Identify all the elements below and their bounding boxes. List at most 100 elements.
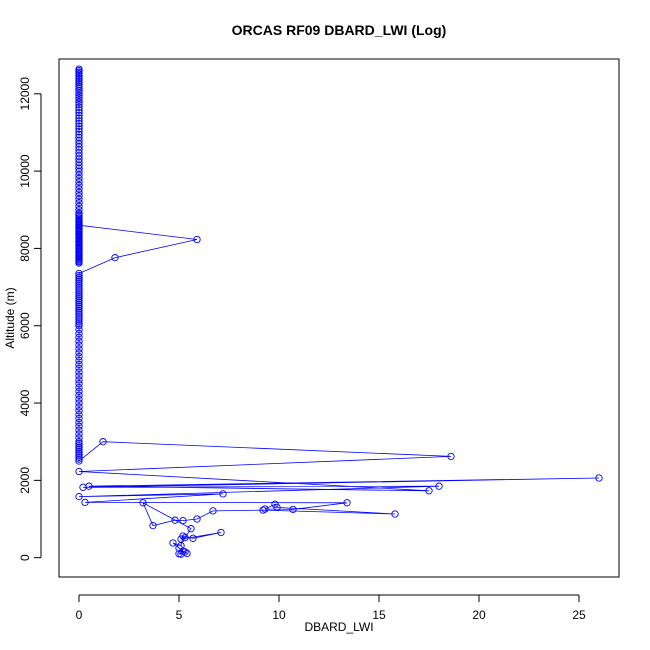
x-tick-label: 0 — [76, 608, 83, 622]
data-point — [75, 345, 83, 353]
data-point — [75, 353, 83, 361]
data-point — [75, 96, 83, 104]
data-point — [177, 550, 185, 558]
data-point — [75, 94, 83, 102]
data-point — [75, 275, 83, 283]
data-point — [75, 289, 83, 297]
data-point — [75, 167, 83, 176]
data-point — [75, 283, 83, 291]
data-point — [75, 422, 83, 430]
data-point — [189, 534, 197, 542]
data-point — [75, 434, 83, 442]
data-point — [75, 447, 83, 456]
data-point — [75, 89, 83, 97]
data-point — [75, 302, 83, 311]
data-point — [75, 308, 83, 316]
data-point — [75, 259, 83, 267]
data-point — [75, 356, 83, 365]
y-axis: 0 2000 4000 6000 8000 10000 12000 — [18, 77, 42, 561]
data-point — [75, 360, 83, 369]
data-point — [75, 318, 83, 326]
series-line — [78, 69, 600, 555]
data-point — [75, 91, 83, 99]
data-point — [75, 410, 83, 419]
data-point — [75, 98, 83, 106]
data-point — [75, 128, 83, 136]
data-point — [75, 337, 83, 345]
data-point — [193, 235, 201, 244]
data-point — [435, 482, 443, 490]
data-point — [75, 314, 83, 322]
data-point — [75, 333, 83, 341]
data-point — [171, 516, 179, 524]
data-point — [391, 510, 399, 518]
data-point — [75, 395, 83, 403]
data-point — [75, 78, 83, 87]
data-point — [75, 103, 83, 111]
data-point — [75, 281, 83, 289]
data-point — [273, 503, 281, 512]
data-point — [75, 119, 83, 128]
data-point — [75, 279, 83, 287]
data-point — [75, 70, 83, 78]
data-point — [75, 451, 83, 459]
data-point — [447, 452, 455, 461]
data-point — [75, 109, 83, 117]
data-point — [75, 287, 83, 295]
data-point — [75, 372, 83, 380]
data-point — [75, 455, 83, 463]
data-point — [75, 188, 83, 197]
data-point — [75, 202, 83, 210]
data-point — [181, 533, 189, 542]
data-point — [75, 316, 83, 324]
data-point — [75, 391, 83, 399]
data-point — [75, 111, 83, 120]
data-point — [193, 515, 201, 523]
data-point — [75, 300, 83, 309]
x-tick-label: 5 — [176, 608, 183, 622]
series-layer — [75, 65, 603, 558]
data-point — [75, 295, 83, 303]
data-point — [75, 439, 83, 448]
y-tick-label: 0 — [18, 554, 32, 561]
data-point — [169, 539, 177, 547]
data-point — [209, 507, 217, 515]
y-tick-label: 2000 — [18, 467, 32, 494]
data-point — [187, 525, 195, 533]
x-tick-label: 25 — [572, 608, 586, 622]
data-point — [179, 516, 187, 525]
data-point — [75, 449, 83, 457]
data-point — [75, 117, 83, 125]
data-point — [75, 185, 83, 193]
data-point — [75, 312, 83, 320]
data-point — [75, 291, 83, 299]
data-point — [75, 192, 83, 200]
data-point — [75, 75, 83, 83]
data-point — [75, 122, 83, 130]
data-point — [75, 383, 83, 392]
data-point — [75, 426, 83, 434]
data-point — [75, 407, 83, 415]
data-point — [75, 114, 83, 122]
data-point — [75, 277, 83, 285]
data-point — [75, 380, 83, 388]
data-point — [75, 199, 83, 207]
data-point — [217, 528, 225, 537]
data-point — [75, 298, 83, 307]
data-point — [75, 100, 83, 109]
data-point — [425, 487, 433, 495]
data-point — [75, 310, 83, 318]
data-point — [75, 273, 83, 282]
data-point — [149, 521, 157, 530]
data-point — [75, 441, 83, 450]
x-tick-label: 20 — [472, 608, 486, 622]
data-point — [75, 453, 83, 461]
chart-title: ORCAS RF09 DBARD_LWI (Log) — [232, 22, 447, 38]
data-point — [75, 306, 83, 314]
y-tick-label: 6000 — [18, 312, 32, 339]
data-point — [75, 443, 83, 452]
data-point — [75, 430, 83, 438]
data-point — [75, 368, 83, 376]
